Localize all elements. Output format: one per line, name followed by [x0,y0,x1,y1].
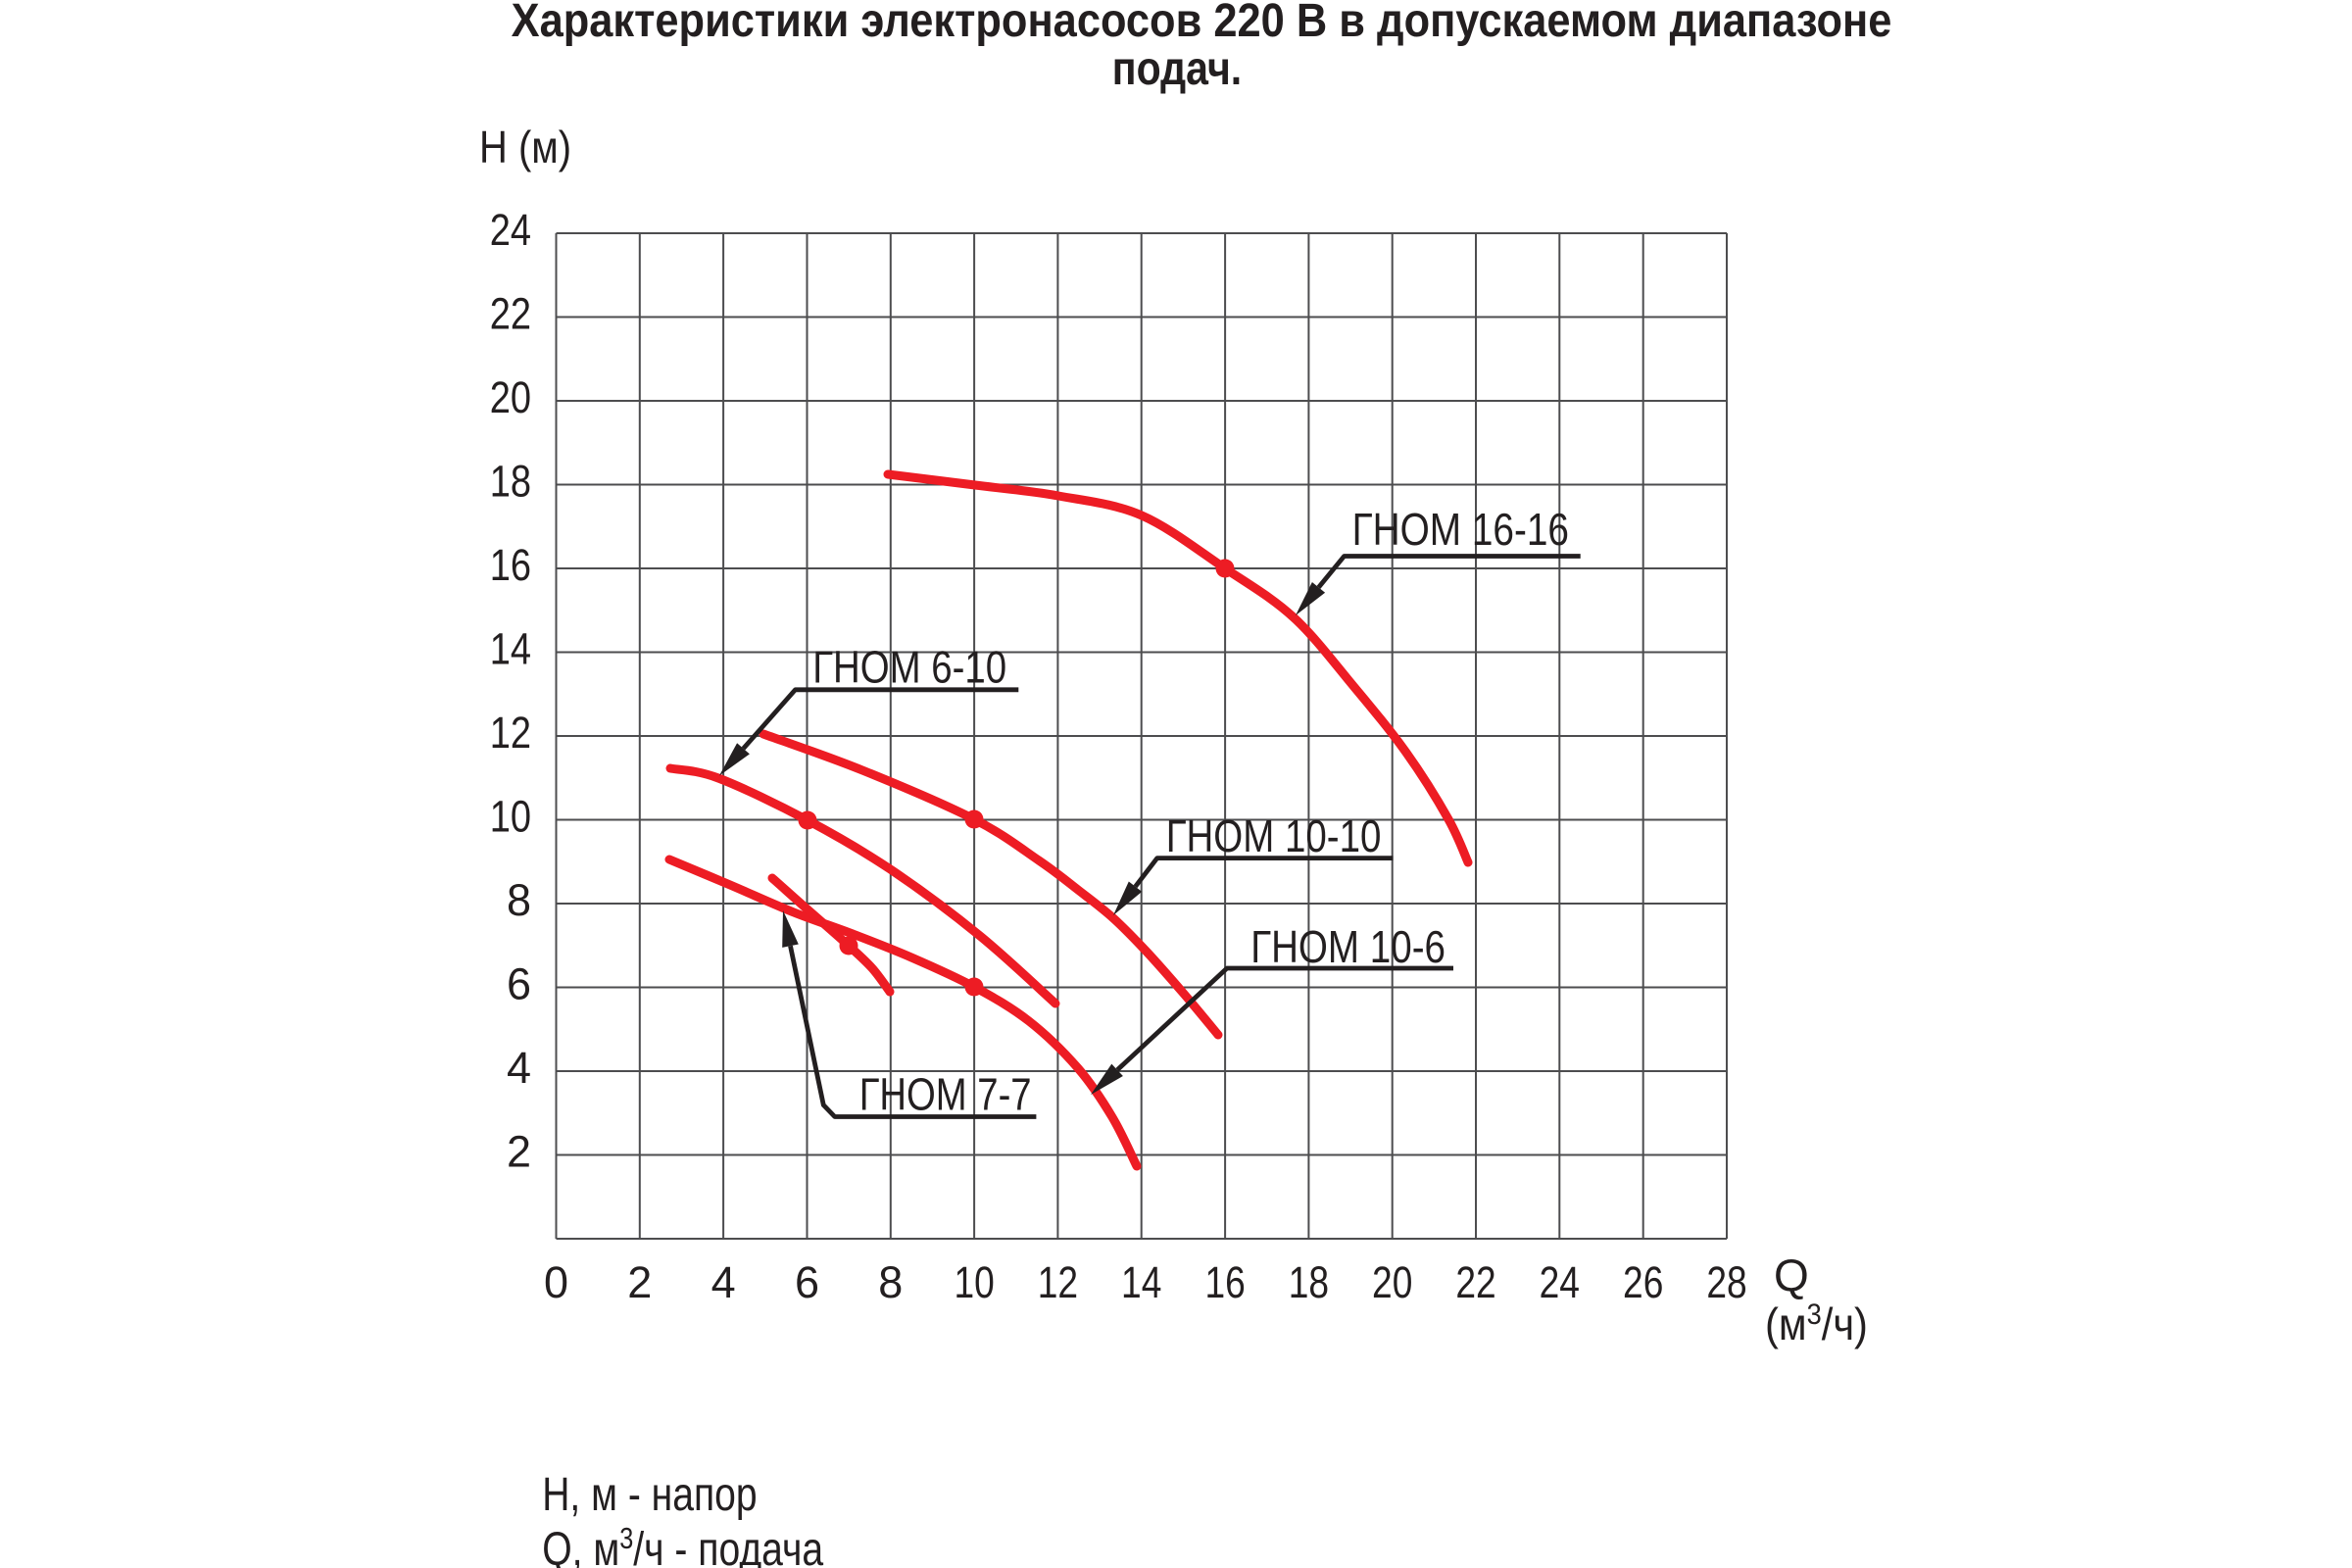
svg-text:22: 22 [1455,1257,1495,1307]
svg-text:18: 18 [1289,1257,1329,1307]
svg-text:10: 10 [954,1257,994,1307]
svg-text:Характеристики электронасосов: Характеристики электронасосов 220 В в до… [512,0,1892,47]
svg-text:24: 24 [1540,1257,1580,1307]
svg-text:10: 10 [490,792,531,842]
svg-text:ГНОМ 10-10: ГНОМ 10-10 [1166,810,1382,861]
svg-text:22: 22 [490,289,531,339]
svg-text:16: 16 [490,540,531,590]
svg-text:H (м): H (м) [479,122,571,172]
svg-text:0: 0 [544,1257,568,1307]
svg-text:ГНОМ 16-16: ГНОМ 16-16 [1352,504,1569,555]
svg-text:16: 16 [1204,1257,1245,1307]
svg-text:ГНОМ 7-7: ГНОМ 7-7 [859,1068,1032,1119]
svg-text:28: 28 [1706,1257,1746,1307]
svg-text:12: 12 [490,708,531,758]
svg-text:20: 20 [1372,1257,1412,1307]
svg-text:6: 6 [507,959,531,1009]
svg-text:14: 14 [490,624,531,674]
svg-text:24: 24 [490,205,531,255]
svg-text:6: 6 [795,1257,819,1307]
svg-text:20: 20 [490,372,531,422]
svg-text:8: 8 [878,1257,903,1307]
svg-text:2: 2 [627,1257,652,1307]
svg-text:Q, м3/ч - подача: Q, м3/ч - подача [542,1520,824,1568]
svg-text:12: 12 [1038,1257,1078,1307]
svg-text:Q: Q [1774,1250,1809,1300]
svg-text:26: 26 [1623,1257,1663,1307]
svg-text:подач.: подач. [1112,43,1242,95]
svg-text:H, м - напор: H, м - напор [542,1469,757,1521]
svg-text:14: 14 [1121,1257,1161,1307]
svg-text:2: 2 [507,1127,531,1177]
svg-text:4: 4 [711,1257,736,1307]
svg-text:ГНОМ 6-10: ГНОМ 6-10 [812,642,1006,693]
svg-text:8: 8 [507,875,531,925]
svg-text:18: 18 [490,457,531,507]
svg-text:ГНОМ 10-6: ГНОМ 10-6 [1250,921,1446,972]
svg-text:4: 4 [507,1043,531,1093]
